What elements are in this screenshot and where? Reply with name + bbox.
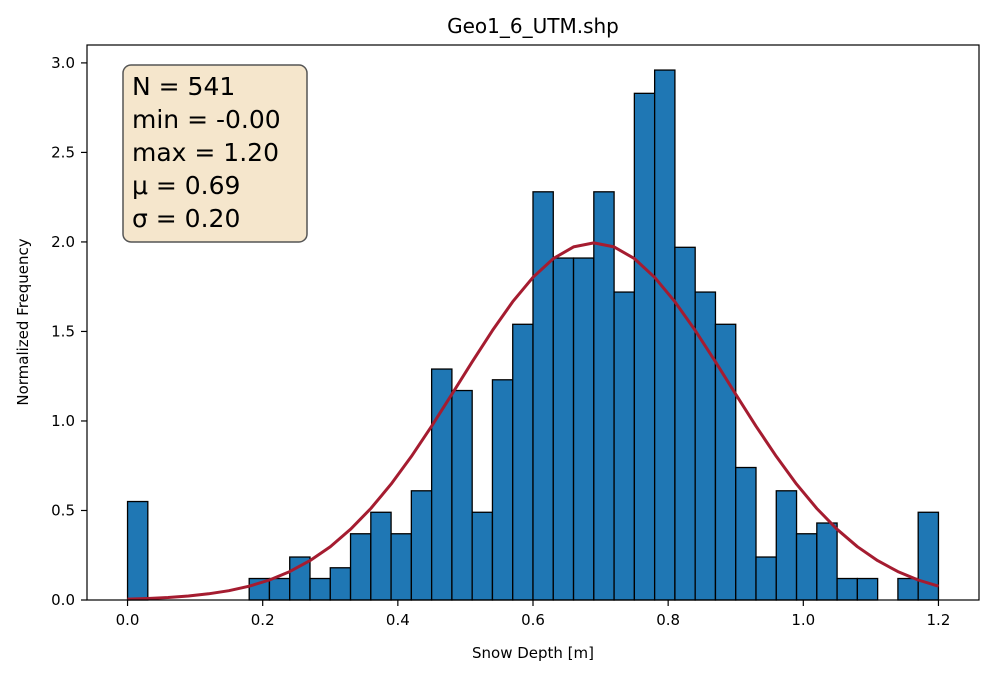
stats-box: N = 541 min = -0.00 max = 1.20 μ = 0.69 …	[122, 64, 308, 243]
histogram-bar	[349, 533, 372, 601]
x-tick-label: 0.6	[521, 611, 545, 629]
histogram-bar	[390, 533, 413, 601]
stats-line-min: min = -0.00	[132, 105, 281, 134]
stats-line-std: σ = 0.20	[132, 204, 240, 233]
histogram-bar	[653, 69, 676, 601]
y-tick-label: 2.5	[51, 143, 75, 161]
histogram-bar	[512, 323, 534, 601]
histogram-bar	[694, 291, 717, 601]
histogram-bar	[593, 191, 615, 601]
y-tick-label: 3.0	[51, 54, 75, 72]
histogram-bar	[613, 291, 636, 601]
histogram-bar	[755, 556, 777, 601]
x-axis-label: Snow Depth [m]	[472, 644, 594, 662]
histogram-bar	[856, 577, 879, 601]
x-tick-label: 0.2	[251, 611, 275, 629]
histogram-bar	[410, 490, 433, 601]
histogram-bar	[309, 577, 331, 601]
histogram-bar	[126, 500, 149, 601]
x-tick-label: 1.2	[927, 611, 951, 629]
stats-line-n: N = 541	[132, 72, 235, 101]
x-tick-label: 0.4	[386, 611, 410, 629]
y-tick-label: 2.0	[51, 233, 75, 251]
y-axis-label: Normalized Frequency	[14, 238, 32, 405]
y-tick-label: 0.5	[51, 501, 75, 519]
histogram-bar	[532, 191, 554, 601]
x-tick-label: 0.8	[656, 611, 680, 629]
y-axis: 0.0 0.5 1.0 1.5 2.0 2.5 3.0	[51, 54, 87, 609]
histogram-bar	[795, 533, 818, 601]
y-tick-label: 1.0	[51, 412, 75, 430]
x-axis: 0.0 0.2 0.4 0.6 0.8 1.0 1.2	[116, 600, 951, 629]
histogram-bar	[897, 577, 919, 601]
histogram-bar	[572, 257, 595, 601]
histogram-bar	[451, 389, 473, 601]
histogram-bar	[816, 522, 838, 601]
y-tick-label: 0.0	[51, 591, 75, 609]
histogram-bar	[917, 511, 940, 601]
plot-area	[126, 69, 940, 601]
x-tick-label: 0.0	[116, 611, 140, 629]
histogram-bar	[552, 257, 575, 601]
histogram-bar	[370, 511, 392, 601]
x-tick-label: 1.0	[791, 611, 815, 629]
histogram-bar	[430, 368, 453, 601]
histogram-bar	[471, 511, 494, 601]
histogram-bar	[633, 92, 656, 601]
stats-line-max: max = 1.20	[132, 138, 279, 167]
histogram-bar	[491, 379, 514, 601]
stats-line-mean: μ = 0.69	[132, 171, 240, 200]
stats-box-background	[122, 64, 308, 243]
y-tick-label: 1.5	[51, 322, 75, 340]
histogram-bar	[674, 246, 696, 601]
histogram-bar	[836, 577, 859, 601]
chart-title: Geo1_6_UTM.shp	[447, 14, 619, 38]
histogram-bar	[268, 577, 291, 601]
histogram-bar	[329, 567, 352, 601]
histogram-bar	[735, 466, 757, 601]
normal-fit-curve	[127, 241, 939, 601]
histogram-bar	[775, 490, 798, 601]
